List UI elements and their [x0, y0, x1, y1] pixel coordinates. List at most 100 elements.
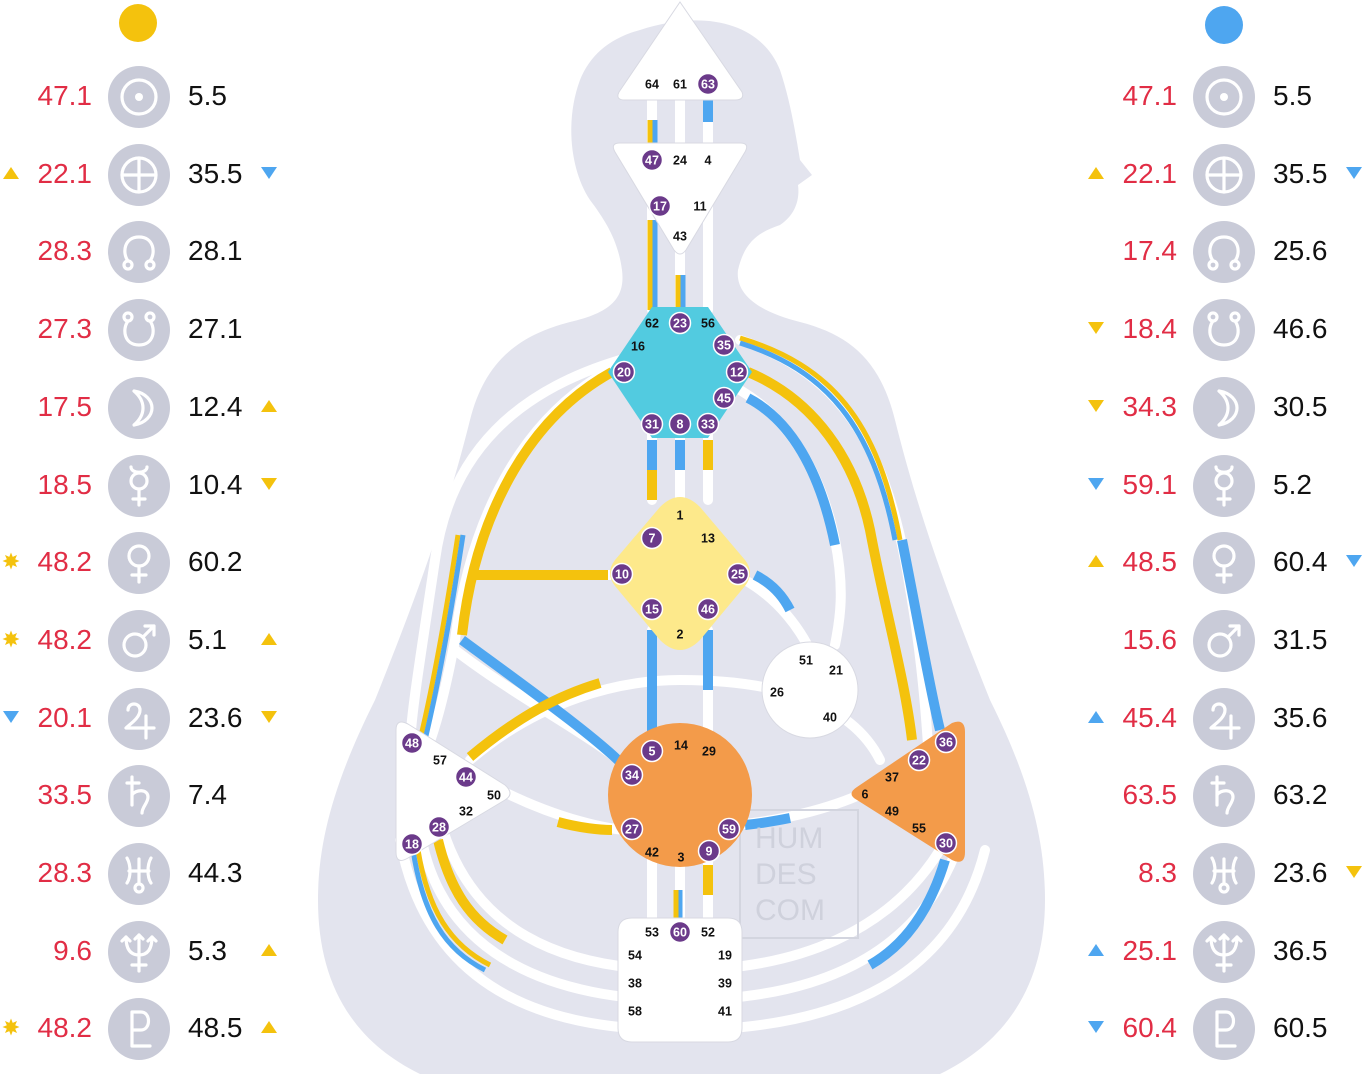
gate-53: 53	[645, 926, 659, 940]
gate-19: 19	[718, 949, 732, 963]
gate-number: 11	[693, 200, 706, 214]
mars-icon	[108, 609, 170, 672]
design-gate-line: 18.4	[1122, 313, 1178, 345]
jupiter-icon	[1193, 687, 1255, 750]
mars-icon	[1193, 609, 1255, 672]
gate-number: 12	[730, 366, 744, 380]
gate-1: 1	[677, 509, 684, 523]
design-gate-line: 63.5	[1122, 779, 1178, 811]
planet-row-north-node: 28.3 28.1	[2, 221, 292, 284]
design-gate-line: 18.5	[37, 468, 93, 500]
gate-26: 26	[770, 686, 784, 700]
gate-number: 58	[628, 1005, 642, 1019]
design-color-dot	[119, 4, 157, 42]
gate-active-marker	[454, 765, 478, 789]
gate-number: 27	[625, 823, 639, 837]
gate-18: 18	[400, 832, 424, 856]
design-gate-line: 47.1	[37, 80, 93, 111]
activation-marker-right	[260, 164, 278, 182]
gate-43: 43	[673, 230, 687, 244]
activation-marker-right	[260, 397, 278, 415]
gate-number: 23	[673, 317, 687, 331]
gate-45: 45	[712, 386, 736, 410]
activation-marker-right	[1345, 863, 1363, 881]
gate-number: 16	[631, 340, 645, 354]
gate-active-marker	[648, 194, 672, 218]
gate-54: 54	[628, 949, 642, 963]
gate-number: 62	[645, 317, 659, 331]
gate-46: 46	[696, 597, 720, 621]
gate-number: 47	[645, 154, 659, 168]
gate-number: 61	[673, 78, 687, 92]
activation-marker-right	[1345, 941, 1363, 959]
activation-marker-right	[260, 863, 278, 881]
gate-active-marker	[696, 412, 720, 436]
gate-number: 2	[677, 628, 684, 642]
gate-number: 20	[617, 366, 631, 380]
planet-row-saturn: 63.5 63.2	[1087, 765, 1364, 828]
gate-number: 31	[645, 418, 659, 432]
design-gate-line: 48.2	[37, 546, 93, 578]
uranus-icon	[1193, 843, 1255, 905]
personality-gate-line: 23.6	[188, 701, 243, 733]
moon-icon	[1193, 376, 1255, 439]
gate-active-marker	[668, 920, 692, 944]
gate-number: 18	[405, 838, 419, 852]
gate-27: 27	[620, 817, 644, 841]
design-gate-line: 17.5	[37, 390, 93, 422]
personality-gate-line: 30.5	[1273, 390, 1328, 422]
gate-active-marker	[640, 597, 664, 621]
gate-10: 10	[610, 562, 634, 586]
activation-marker-left	[1087, 1018, 1105, 1036]
gate-number: 7	[649, 532, 656, 546]
jupiter-icon	[108, 687, 170, 750]
planet-row-neptune: 9.6 5.3	[2, 920, 292, 983]
activation-marker-left	[1087, 397, 1105, 415]
gate-active-marker	[717, 817, 741, 841]
activation-marker-right	[260, 630, 278, 648]
watermark: HUM DES COM	[739, 809, 859, 939]
gate-39: 39	[718, 977, 732, 991]
personality-gate-line: 36.5	[1273, 934, 1328, 966]
gate-active-marker	[640, 412, 664, 436]
gate-4: 4	[705, 154, 712, 168]
activation-marker-right	[1345, 785, 1363, 803]
activation-marker-right	[260, 552, 278, 570]
gate-number: 64	[645, 78, 659, 92]
planet-row-moon: 17.5 12.4	[2, 376, 292, 439]
planet-row-jupiter: 20.1 23.6	[2, 687, 292, 750]
gate-active-marker	[712, 386, 736, 410]
personality-gate-line: 31.5	[1273, 623, 1328, 655]
gate-14: 14	[674, 739, 688, 753]
gate-number: 63	[701, 78, 715, 92]
root-center	[617, 917, 743, 1043]
gate-58: 58	[628, 1005, 642, 1019]
planet-row-jupiter: 45.4 35.6	[1087, 687, 1364, 750]
venus-icon	[108, 532, 170, 595]
gate-number: 14	[674, 739, 688, 753]
watermark-line-2: DES	[755, 858, 817, 891]
gate-number: 10	[615, 568, 629, 582]
gate-number: 57	[433, 754, 447, 768]
gate-11: 11	[693, 200, 706, 214]
design-gate-line: 48.2	[37, 623, 93, 655]
personality-gate-line: 44.3	[188, 857, 243, 888]
activation-marker-right	[260, 475, 278, 493]
planet-row-uranus: 28.3 44.3	[2, 843, 292, 905]
ajna-center	[612, 142, 748, 255]
personality-color-dot	[1205, 6, 1243, 44]
gate-number: 8	[677, 418, 684, 432]
gate-8: 8	[668, 412, 692, 436]
activation-marker-left	[2, 708, 20, 726]
activation-marker-right	[260, 1018, 278, 1036]
gate-2: 2	[677, 628, 684, 642]
personality-gate-line: 5.5	[1273, 80, 1312, 111]
gate-number: 30	[939, 837, 953, 851]
moon-icon	[108, 376, 170, 439]
gate-55: 55	[912, 822, 926, 836]
north-node-icon	[108, 221, 170, 284]
gate-5: 5	[640, 739, 664, 763]
gate-60: 60	[668, 920, 692, 944]
gate-49: 49	[885, 805, 899, 819]
gate-active-marker	[725, 360, 749, 384]
